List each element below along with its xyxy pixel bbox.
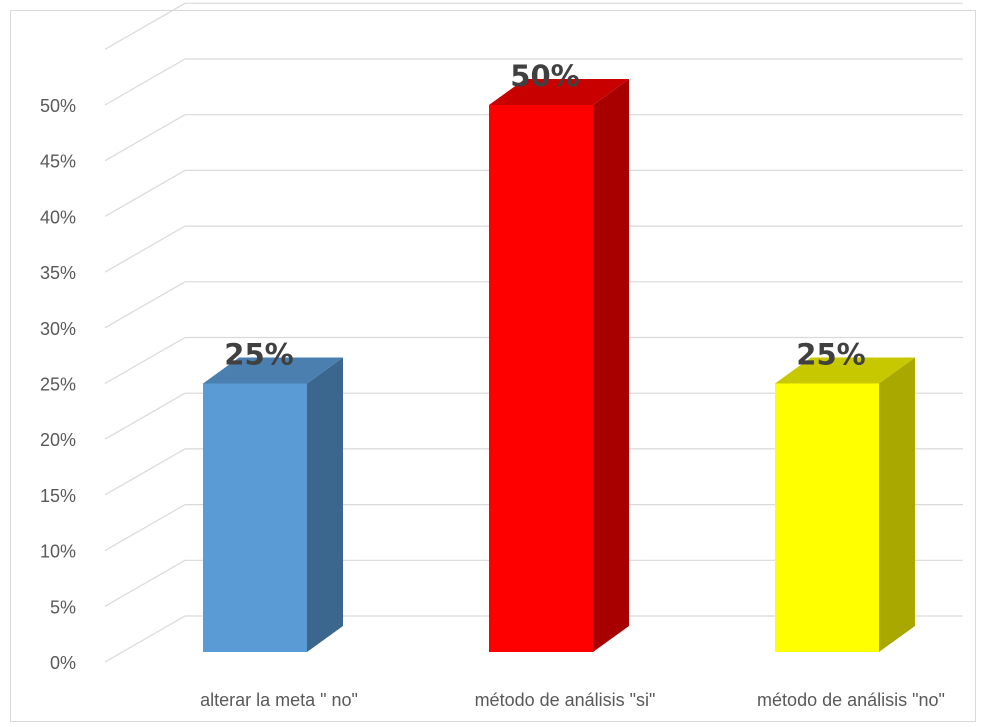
y-tick-label: 50% <box>40 96 76 116</box>
data-label: 25% <box>796 338 865 372</box>
y-tick-label: 25% <box>40 375 76 395</box>
gridline-wall-7 <box>104 225 186 273</box>
gridline-wall-3 <box>104 448 186 496</box>
y-tick-label: 5% <box>50 597 76 617</box>
y-tick-label: 40% <box>40 207 76 227</box>
gridline-wall-8 <box>104 169 186 217</box>
label-layer: 0% 5% 10% 15% 20% 25% 30% 35% 40% 45% 50% 25% altera… <box>40 59 945 710</box>
bar-2 <box>775 357 915 652</box>
bar-side-face <box>307 357 343 652</box>
bar-1 <box>489 79 629 652</box>
gridline-wall-6 <box>104 281 186 329</box>
y-tick-label: 30% <box>40 319 76 339</box>
bar-side-face <box>879 357 915 652</box>
y-tick-label: 45% <box>40 152 76 172</box>
gridline-wall-4 <box>104 392 186 440</box>
x-category-label: método de análisis "no" <box>757 690 945 710</box>
x-category-label: método de análisis "si" <box>475 690 656 710</box>
x-category-label: alterar la meta " no" <box>200 690 358 710</box>
y-tick-label: 10% <box>40 542 76 562</box>
gridline-wall-9 <box>104 114 186 162</box>
bar-front-face <box>489 105 593 652</box>
bar-side-face <box>593 79 629 652</box>
bar-top-face <box>203 357 343 384</box>
bar-front-face <box>203 383 307 652</box>
bar-top-face <box>775 357 915 384</box>
bar-0 <box>203 357 343 652</box>
bar-layer <box>203 79 915 652</box>
gridline-wall-2 <box>104 504 186 552</box>
gridline-wall-5 <box>104 336 186 385</box>
gridline-wall-0 <box>104 615 186 663</box>
y-tick-label: 15% <box>40 486 76 506</box>
gridline-wall-11 <box>104 2 186 50</box>
bar-front-face <box>775 383 879 652</box>
data-label: 25% <box>224 338 293 372</box>
y-tick-label: 35% <box>40 263 76 283</box>
gridline-wall-1 <box>104 559 186 607</box>
gridline-wall-10 <box>104 58 186 106</box>
data-label: 50% <box>510 59 579 93</box>
bar-top-face <box>489 79 629 105</box>
y-tick-label: 0% <box>50 653 76 673</box>
y-tick-label: 20% <box>40 430 76 450</box>
